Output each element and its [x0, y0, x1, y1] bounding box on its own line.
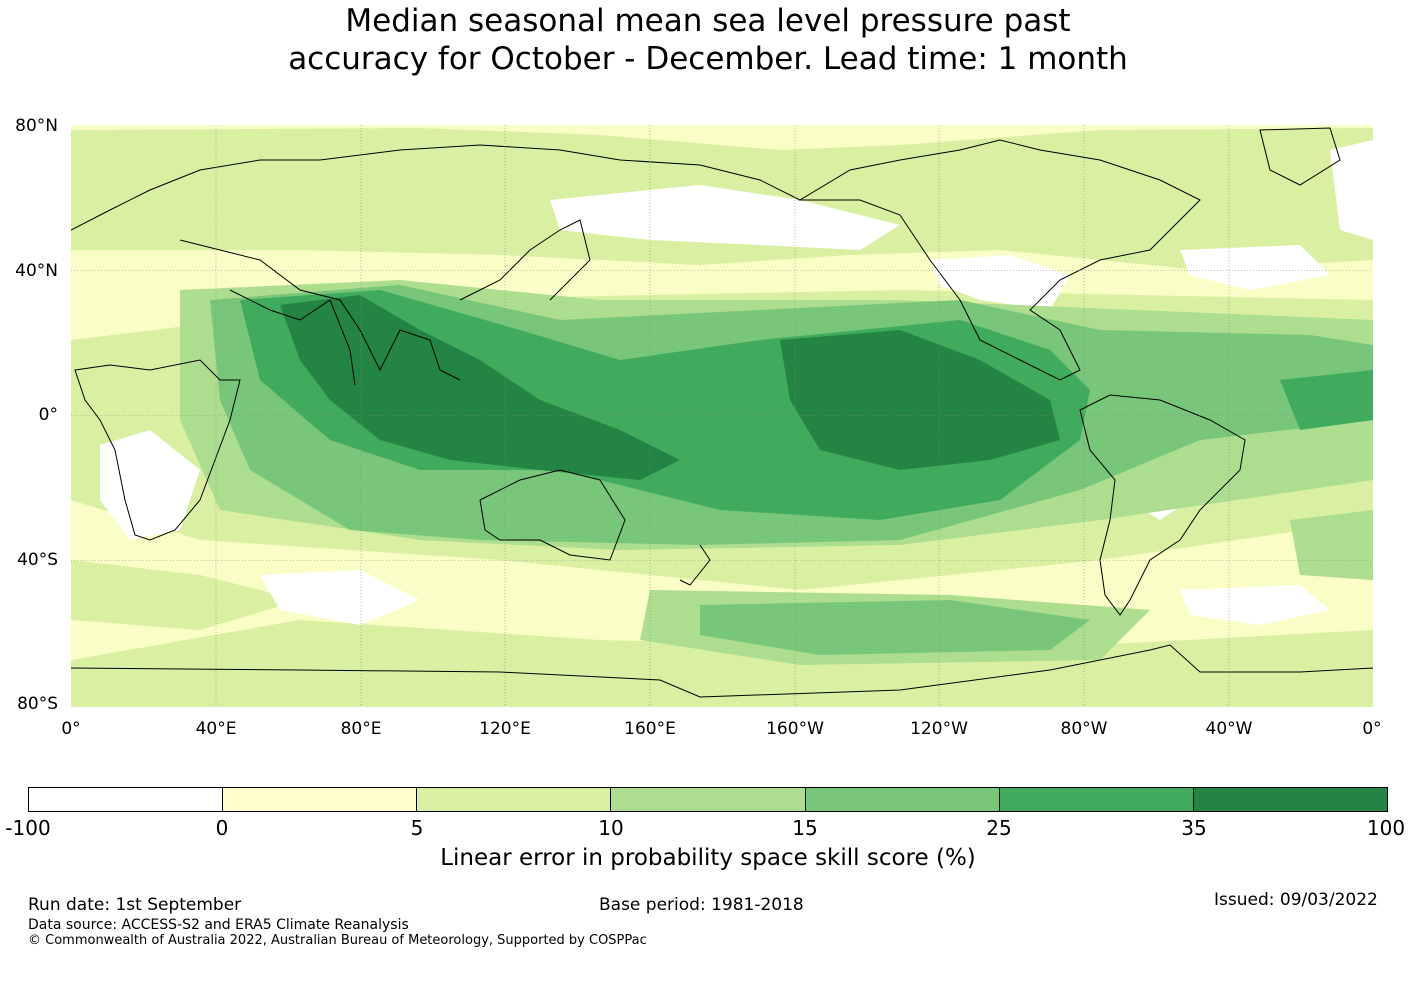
colorbar-tick: 100 [1366, 816, 1406, 840]
lat-label-80n: 80°N [15, 116, 58, 136]
copyright: © Commonwealth of Australia 2022, Austra… [28, 933, 647, 948]
colorbar-tick: 25 [986, 816, 1012, 840]
lon-label-80w: 80°W [1060, 719, 1108, 739]
lat-label-40s: 40°S [17, 550, 58, 570]
colorbar-label: Linear error in probability space skill … [440, 845, 976, 871]
lon-label-0-left: 0° [61, 719, 81, 739]
colorbar-segment [29, 788, 224, 811]
colorbar-tick: 35 [1181, 816, 1207, 840]
colorbar-segment [805, 788, 1000, 811]
issued-date: Issued: 09/03/2022 [1214, 890, 1378, 910]
lat-label-80s: 80°S [17, 694, 58, 714]
lon-label-120w: 120°W [910, 719, 968, 739]
skill-score-map[interactable] [0, 0, 1416, 760]
colorbar-segment [999, 788, 1194, 811]
lon-label-0-right: 0° [1362, 719, 1382, 739]
title-line-2: accuracy for October - December. Lead ti… [288, 41, 1128, 77]
skill-band-35-100 [280, 295, 1060, 480]
lon-label-80e: 80°E [340, 719, 382, 739]
chart-title: Median seasonal mean sea level pressure … [0, 2, 1416, 78]
lat-label-equator: 0° [38, 405, 58, 425]
colorbar-tick: 15 [792, 816, 818, 840]
colorbar-tick: -100 [5, 816, 51, 840]
colorbar-segment [611, 788, 806, 811]
colorbar-segment [417, 788, 612, 811]
colorbar-segment [1193, 788, 1387, 811]
graticule [71, 125, 1373, 707]
lon-label-40w: 40°W [1205, 719, 1253, 739]
colorbar [28, 787, 1388, 812]
colorbar-tick: 5 [410, 816, 424, 840]
colorbar-segment [223, 788, 418, 811]
colorbar-tick: 10 [598, 816, 624, 840]
coastlines [71, 127, 1373, 698]
colorbar-tick: 0 [215, 816, 229, 840]
run-date: Run date: 1st September [28, 895, 242, 915]
lon-label-160e: 160°E [624, 719, 676, 739]
base-period: Base period: 1981-2018 [599, 895, 804, 915]
title-line-1: Median seasonal mean sea level pressure … [345, 3, 1071, 39]
lon-label-40e: 40°E [195, 719, 237, 739]
map-area: 80°N 40°N 0° 40°S 80°S 0° 40°E 80°E 120°… [0, 0, 1416, 760]
lat-label-40n: 40°N [15, 261, 58, 281]
lon-label-160w: 160°W [766, 719, 824, 739]
lon-label-120e: 120°E [479, 719, 531, 739]
data-source: Data source: ACCESS-S2 and ERA5 Climate … [28, 917, 409, 933]
